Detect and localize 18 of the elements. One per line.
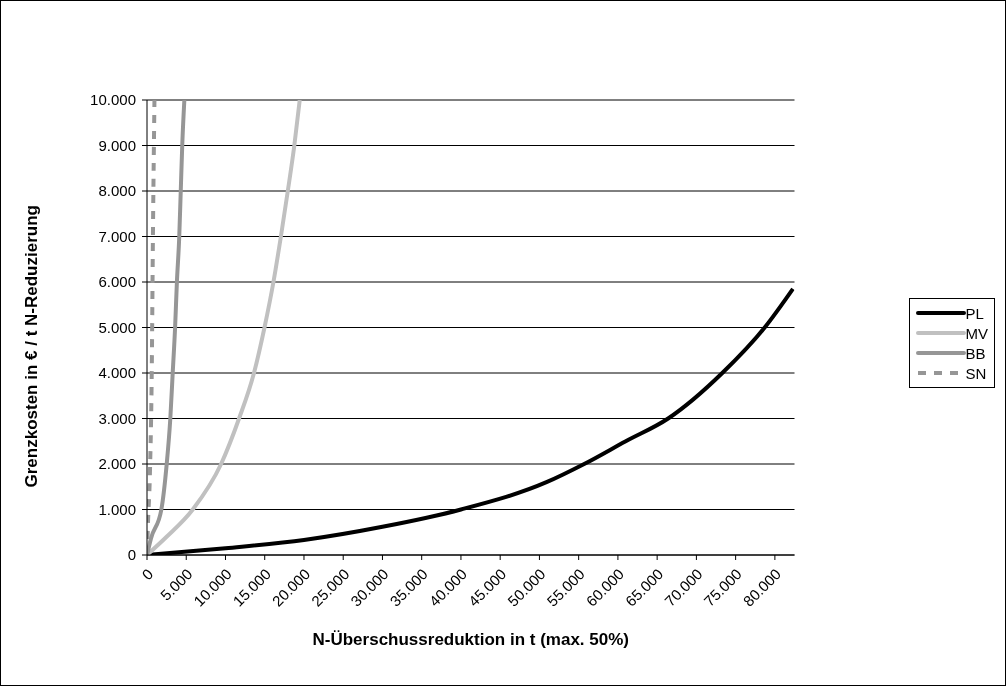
y-tick-label: 0 <box>127 546 136 563</box>
y-tick-label: 8.000 <box>98 182 136 199</box>
y-tick-label: 7.000 <box>98 227 136 245</box>
y-axis-title: Grenzkosten in € / t N-Reduzierung <box>22 205 42 488</box>
legend-label: BB <box>965 344 986 362</box>
y-tick-label: 3.000 <box>98 409 136 427</box>
x-tick-label: 0 <box>138 565 157 584</box>
y-tick-label: 4.000 <box>98 364 136 381</box>
x-axis-title: N-Überschussreduktion in t (max. 50%) <box>312 630 629 649</box>
y-tick-label: 1.000 <box>98 500 136 518</box>
legend-label: SN <box>965 364 987 382</box>
y-tick-label: 5.000 <box>98 318 136 336</box>
legend-label: PL <box>965 304 984 322</box>
y-tick-label: 6.000 <box>98 273 136 290</box>
y-tick-label: 9.000 <box>98 136 136 154</box>
y-tick-label: 10.000 <box>90 91 136 108</box>
legend-label: MV <box>965 324 988 342</box>
y-tick-label: 2.000 <box>98 455 136 472</box>
